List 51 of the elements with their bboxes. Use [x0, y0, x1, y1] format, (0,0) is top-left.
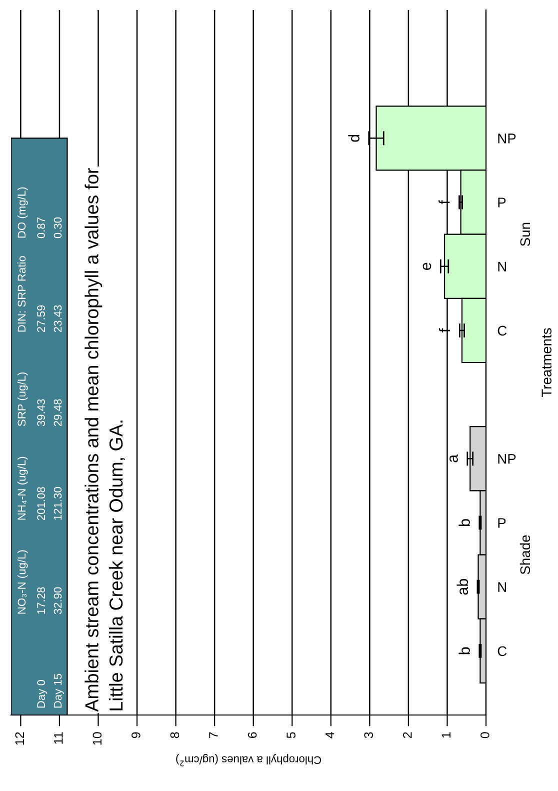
y-axis-title: Treatments: [542, 328, 552, 398]
annotation: 0.87: [37, 218, 46, 238]
x-axis-title: Chlorophyll a values (ug/cm$^{2}$): [176, 754, 322, 766]
text: Sun: [520, 222, 530, 246]
annotation: NH₄-N (ug/L): [17, 456, 28, 520]
text: Ambient stream concentrations and mean chlorophyll a values for Little Satilla Creek near Odum, GA.: [84, 168, 125, 712]
y-tick-label: P: [498, 518, 506, 528]
annotation: SRP (ug/L): [17, 372, 28, 426]
x-tick-label: 12: [15, 732, 24, 745]
annotation: 23.43: [54, 305, 62, 332]
x-tick-label: 7: [209, 732, 218, 738]
data-label: b: [458, 647, 470, 654]
annotation: 32.90: [54, 587, 62, 614]
y-tick-label: C: [498, 326, 507, 336]
data-label: b: [458, 519, 470, 526]
annotation: NO₃-N (ug/L): [17, 550, 28, 614]
annotation: 121.30: [54, 487, 62, 520]
data-label: e: [422, 262, 432, 270]
x-tick-label: 4: [326, 732, 334, 738]
x-tick-label: 11: [54, 732, 63, 744]
text: Shade: [520, 535, 530, 574]
y-tick-label: N: [498, 262, 506, 272]
x-tick-label: 2: [402, 732, 412, 738]
x-tick-label: 6: [248, 732, 257, 738]
y-tick-label: P: [498, 198, 506, 208]
data-label: f: [438, 328, 450, 332]
annotation: DO (mg/L): [17, 187, 28, 238]
x-tick-label: 9: [132, 732, 140, 738]
annotation: 201.08: [37, 487, 46, 520]
x-tick-label: 0: [480, 732, 490, 738]
y-tick-label: NP: [498, 454, 516, 464]
x-tick-label: 8: [170, 732, 180, 738]
y-tick-label: N: [498, 582, 506, 592]
annotation: 0.30: [54, 217, 62, 238]
annotation: 39.43: [37, 399, 46, 426]
data-label: d: [348, 134, 360, 142]
data-label: a: [450, 454, 458, 462]
data-label: f: [438, 200, 450, 204]
y-tick-label: C: [498, 646, 507, 656]
annotation: Day 0: [37, 680, 48, 708]
annotation: 27.59: [37, 305, 46, 332]
annotation: 17.28: [37, 587, 46, 614]
annotation: Day 15: [54, 674, 64, 708]
x-tick-label: 1: [442, 732, 450, 738]
x-tick-label: 3: [364, 732, 374, 738]
annotation: 29.48: [54, 399, 62, 426]
x-tick-label: 5: [286, 732, 296, 738]
y-tick-label: NP: [498, 134, 516, 144]
x-tick-label: 10: [92, 732, 102, 745]
data-label: ab: [456, 578, 468, 595]
annotation: DIN: SRP Ratio: [17, 256, 26, 332]
